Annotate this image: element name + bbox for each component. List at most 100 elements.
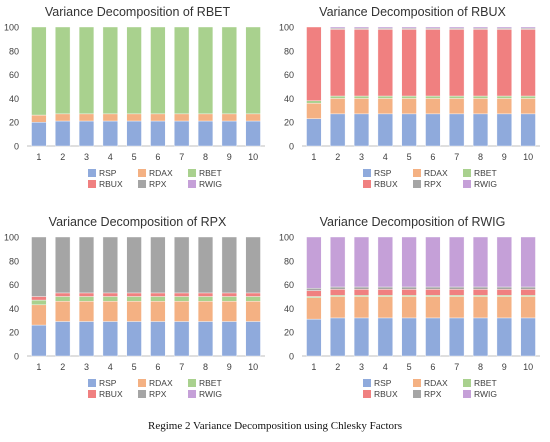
bar-segment-rbux — [496, 29, 512, 97]
legend-label-rpx: RPX — [149, 389, 167, 399]
bar-segment-rdax — [102, 113, 118, 122]
bar-segment-rbux — [102, 292, 118, 297]
bar-segment-rsp — [31, 121, 47, 147]
legend-label-rwig: RWIG — [199, 179, 222, 189]
legend-swatch-rbux — [363, 390, 371, 398]
bar-segment-rsp — [496, 113, 512, 147]
bar-segment-rbux — [55, 292, 71, 297]
bar-segment-rsp — [221, 120, 237, 147]
legend-label-rbet: RBET — [474, 378, 497, 388]
bar-segment-rbux — [401, 29, 417, 97]
bar-segment-rbux — [330, 29, 346, 97]
legend-label-rsp: RSP — [374, 168, 392, 178]
bar-segment-rsp — [78, 321, 95, 357]
legend-swatch-rbet — [188, 379, 196, 387]
legend-label-rsp: RSP — [99, 378, 117, 388]
y-tick-label: 20 — [284, 328, 294, 338]
bar-segment-rdax — [31, 304, 47, 326]
x-tick-label: 2 — [60, 152, 65, 162]
bar-segment-rwig — [377, 236, 393, 288]
bar-segment-rsp — [449, 317, 465, 357]
bar-segment-rbux — [31, 296, 47, 301]
bar-segment-rpx — [78, 236, 95, 294]
bar-segment-rsp — [78, 120, 95, 147]
legend-swatch-rsp — [363, 379, 371, 387]
x-tick-label: 3 — [84, 362, 89, 372]
bar-segment-rbet — [102, 296, 118, 302]
bar-segment-rbet — [221, 26, 237, 115]
bar-segment-rwig — [330, 26, 346, 29]
x-tick-label: 4 — [108, 152, 113, 162]
x-tick-label: 3 — [84, 152, 89, 162]
bar-segment-rbux — [174, 292, 190, 297]
bar-segment-rbux — [520, 289, 536, 296]
bar-segment-rbux — [126, 292, 142, 297]
y-tick-label: 60 — [284, 280, 294, 290]
legend-swatch-rsp — [88, 379, 96, 387]
legend-label-rbux: RBUX — [374, 389, 398, 399]
bar-segment-rpx — [306, 287, 322, 291]
x-tick-label: 8 — [478, 362, 483, 372]
bar-segment-rdax — [245, 301, 261, 322]
bar-segment-rsp — [174, 321, 190, 357]
bar-segment-rdax — [306, 297, 322, 320]
bar-segment-rbet — [174, 26, 190, 115]
bar-segment-rdax — [78, 113, 95, 122]
x-tick-label: 8 — [203, 362, 208, 372]
bar-segment-rpx — [520, 286, 536, 290]
legend-swatch-rbux — [88, 180, 96, 188]
bar-segment-rsp — [377, 113, 393, 147]
bar-segment-rsp — [31, 324, 47, 357]
bar-segment-rwig — [472, 26, 489, 29]
y-tick-label: 0 — [14, 352, 19, 362]
legend-swatch-rdax — [413, 379, 421, 387]
bar-segment-rdax — [401, 98, 417, 115]
bar-segment-rpx — [425, 286, 441, 290]
bar-segment-rbet — [78, 26, 95, 115]
bar-segment-rsp — [126, 120, 142, 147]
legend-label-rdax: RDAX — [149, 168, 173, 178]
bar-segment-rdax — [353, 296, 370, 319]
legend-swatch-rbux — [88, 390, 96, 398]
bar-segment-rsp — [245, 321, 261, 357]
bar-segment-rdax — [102, 301, 118, 322]
legend-swatch-rdax — [138, 379, 146, 387]
x-tick-label: 4 — [108, 362, 113, 372]
bar-segment-rdax — [55, 301, 71, 322]
bar-segment-rbux — [353, 29, 370, 97]
bar-segment-rwig — [377, 26, 393, 29]
x-tick-label: 1 — [36, 362, 41, 372]
x-tick-label: 10 — [248, 362, 258, 372]
bar-segment-rbux — [520, 29, 536, 97]
bar-segment-rdax — [353, 98, 370, 115]
bar-segment-rsp — [425, 317, 441, 357]
bar-segment-rdax — [197, 113, 214, 122]
legend-label-rpx: RPX — [424, 389, 442, 399]
x-tick-label: 10 — [523, 362, 533, 372]
bar-segment-rbux — [449, 29, 465, 97]
bar-segment-rdax — [78, 301, 95, 322]
legend-swatch-rpx — [138, 390, 146, 398]
bar-segment-rsp — [306, 118, 322, 147]
y-tick-label: 60 — [9, 280, 19, 290]
bar-segment-rdax — [377, 98, 393, 115]
x-tick-label: 5 — [407, 362, 412, 372]
bar-segment-rsp — [449, 113, 465, 147]
legend-swatch-rpx — [413, 390, 421, 398]
legend-swatch-rpx — [138, 180, 146, 188]
bar-segment-rpx — [245, 236, 261, 294]
chart-title: Variance Decomposition of RBUX — [319, 5, 506, 19]
chart-panel-rwig: Variance Decomposition of RWIG 0 20 40 60 80 1… — [275, 210, 550, 420]
bar-segment-rwig — [425, 26, 441, 29]
bar-segment-rsp — [306, 318, 322, 357]
bar-segment-rbux — [306, 290, 322, 297]
bar-segment-rdax — [31, 114, 47, 123]
bar-segment-rbet — [150, 26, 166, 115]
chart-panel-rpx: Variance Decomposition of RPX 0 20 40 60 80 10… — [0, 210, 275, 420]
x-tick-label: 10 — [248, 152, 258, 162]
bar-segment-rsp — [55, 321, 71, 357]
bar-segment-rbet — [126, 26, 142, 115]
bar-segment-rbux — [150, 292, 166, 297]
bar-segment-rsp — [401, 113, 417, 147]
legend-swatch-rdax — [138, 169, 146, 177]
